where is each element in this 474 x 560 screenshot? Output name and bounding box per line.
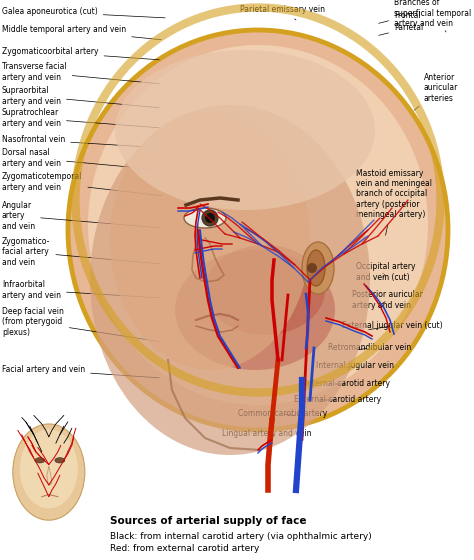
Ellipse shape xyxy=(307,250,325,286)
Ellipse shape xyxy=(205,245,325,335)
Ellipse shape xyxy=(88,45,428,405)
Ellipse shape xyxy=(175,250,335,370)
Text: Common carotid artery: Common carotid artery xyxy=(238,409,327,418)
Ellipse shape xyxy=(55,458,65,463)
Text: Supratrochlear
artery and vein: Supratrochlear artery and vein xyxy=(2,108,159,128)
Text: Zygomatico-
facial artery
and vein: Zygomatico- facial artery and vein xyxy=(2,237,159,267)
Text: Black: from internal carotid artery (via ophthalmic artery): Black: from internal carotid artery (via… xyxy=(110,532,372,541)
Text: Transverse facial
artery and vein: Transverse facial artery and vein xyxy=(2,62,159,84)
Ellipse shape xyxy=(35,458,45,463)
Text: Mastoid emissary
vein and meningeal
branch of occipital
artery (posterior
mening: Mastoid emissary vein and meningeal bran… xyxy=(356,169,432,235)
Text: Zygomaticoorbital artery: Zygomaticoorbital artery xyxy=(2,48,159,60)
Text: Dorsal nasal
artery and vein: Dorsal nasal artery and vein xyxy=(2,148,159,170)
Ellipse shape xyxy=(184,208,226,228)
Ellipse shape xyxy=(115,50,375,210)
Text: Nasofrontal vein: Nasofrontal vein xyxy=(2,136,162,148)
Text: Supraorbital
artery and vein: Supraorbital artery and vein xyxy=(2,86,159,108)
Ellipse shape xyxy=(110,110,310,370)
Text: Lingual artery and vein: Lingual artery and vein xyxy=(222,430,311,438)
Circle shape xyxy=(205,213,215,223)
Text: Internal jugular vein: Internal jugular vein xyxy=(316,362,394,371)
Ellipse shape xyxy=(68,30,448,430)
Text: Facial artery and vein: Facial artery and vein xyxy=(2,366,159,378)
Text: Posterior auricular
artery and vein: Posterior auricular artery and vein xyxy=(352,290,423,310)
Text: External jugular vein (cut): External jugular vein (cut) xyxy=(342,321,443,330)
Text: Middle temporal artery and vein: Middle temporal artery and vein xyxy=(2,26,161,40)
Ellipse shape xyxy=(202,210,218,226)
Text: Deep facial vein
(from pterygoid
plexus): Deep facial vein (from pterygoid plexus) xyxy=(2,307,159,342)
Text: Red: from external carotid artery: Red: from external carotid artery xyxy=(110,544,259,553)
Ellipse shape xyxy=(20,430,78,508)
Text: Angular
artery
and vein: Angular artery and vein xyxy=(2,201,159,231)
Ellipse shape xyxy=(90,105,370,455)
Circle shape xyxy=(307,263,317,273)
Text: Galea aponeurotica (cut): Galea aponeurotica (cut) xyxy=(2,7,165,18)
Ellipse shape xyxy=(302,242,334,294)
Text: Branches of
superficial temporal
artery and vein: Branches of superficial temporal artery … xyxy=(394,0,471,32)
Text: Zygomaticotemporal
artery and vein: Zygomaticotemporal artery and vein xyxy=(2,172,162,195)
Text: Occipital artery
and vein (cut): Occipital artery and vein (cut) xyxy=(356,262,416,282)
Text: Anterior
auricular
arteries: Anterior auricular arteries xyxy=(414,73,458,110)
Text: External carotid artery: External carotid artery xyxy=(294,395,381,404)
Text: Sources of arterial supply of face: Sources of arterial supply of face xyxy=(110,516,307,526)
Text: Parietal emissary vein: Parietal emissary vein xyxy=(240,6,325,20)
Text: Frontal: Frontal xyxy=(379,12,420,24)
Text: Parietal: Parietal xyxy=(379,24,423,35)
Text: Internal carotid artery: Internal carotid artery xyxy=(305,380,390,389)
Text: Infraorbital
artery and vein: Infraorbital artery and vein xyxy=(2,281,159,300)
Ellipse shape xyxy=(13,424,85,520)
Text: Retromandibular vein: Retromandibular vein xyxy=(328,343,411,352)
